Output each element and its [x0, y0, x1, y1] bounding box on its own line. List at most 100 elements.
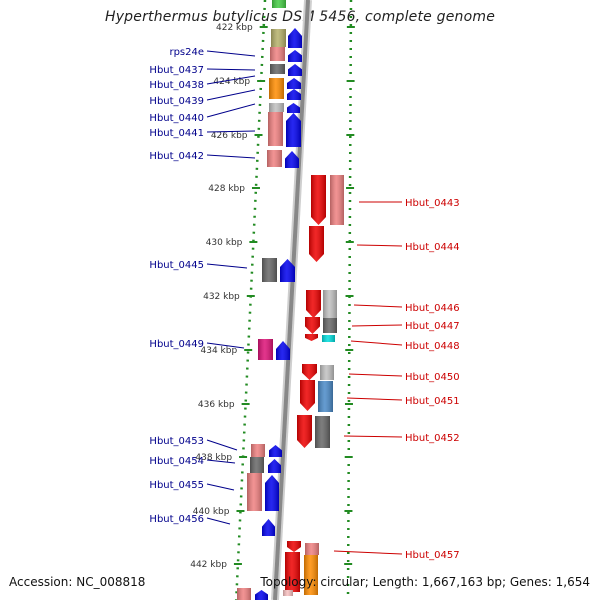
cog-block-shade	[305, 543, 319, 555]
cog-block-shade	[271, 29, 286, 47]
tick-label: 424 kbp	[213, 77, 250, 87]
gene-arrow-up-shade	[287, 78, 301, 89]
gene-label-left: Hbut_0442	[149, 151, 204, 162]
tick-label: 432 kbp	[203, 292, 240, 302]
leader-line-left	[206, 154, 256, 159]
gene-arrow-up-shade	[285, 151, 299, 168]
gene-label-right: Hbut_0452	[405, 433, 460, 444]
gene-label-right: Hbut_0451	[405, 396, 460, 407]
cog-block-shade	[251, 444, 265, 457]
cog-block-shade	[247, 473, 262, 511]
leader-line-right	[350, 340, 403, 346]
leader-line-left	[206, 130, 256, 133]
leader-line-left	[206, 50, 256, 57]
gene-label-right: Hbut_0444	[405, 242, 460, 253]
leader-line-left	[206, 342, 245, 349]
gene-label-right: Hbut_0446	[405, 303, 460, 314]
leader-line-right	[348, 373, 403, 377]
leader-line-right	[353, 304, 403, 308]
gene-label-left: Hbut_0439	[149, 96, 204, 107]
cog-block-shade	[272, 0, 286, 8]
tick-label: 442 kbp	[190, 560, 227, 570]
gene-arrow-up-shade	[286, 113, 301, 147]
map-title: Hyperthermus butylicus DSM 5456, complet…	[104, 9, 496, 25]
cog-block-shade	[269, 103, 284, 112]
accession-text: Accession: NC_008818	[9, 575, 146, 589]
cog-block-shade	[269, 78, 284, 88]
tick-label: 422 kbp	[216, 23, 253, 33]
gene-arrow-down-shade	[300, 380, 315, 411]
gene-arrow-down-shade	[287, 541, 301, 552]
leader-line-right	[346, 397, 403, 401]
cog-block-shade	[283, 590, 293, 596]
leader-line-left	[206, 483, 235, 491]
gene-arrow-up-shade	[276, 341, 290, 360]
gene-label-right: Hbut_0457	[405, 550, 460, 561]
gene-arrow-up-shade	[287, 103, 300, 113]
gene-label-left: Hbut_0445	[149, 260, 204, 271]
cog-block-shade	[258, 339, 273, 360]
gene-arrow-down-shade	[302, 364, 317, 380]
cog-block-shade	[268, 112, 283, 146]
gene-label-left: Hbut_0453	[149, 436, 204, 447]
cog-block-shade	[322, 335, 335, 342]
tick-label: 426 kbp	[211, 131, 248, 141]
leader-line-left	[206, 68, 256, 71]
backbone-line	[271, 0, 312, 600]
gene-arrow-down-shade	[305, 334, 318, 341]
gene-label-left: Hbut_0455	[149, 480, 204, 491]
gene-label-right: Hbut_0443	[405, 198, 460, 209]
gene-arrow-up-shade	[288, 50, 302, 62]
leader-line-left	[206, 517, 231, 525]
leader-line-left	[206, 75, 256, 85]
cog-block-shade	[269, 88, 284, 99]
leader-line-left	[206, 439, 238, 451]
gene-label-left: Hbut_0456	[149, 514, 204, 525]
gene-label-left: Hbut_0440	[149, 113, 204, 124]
gene-arrow-up-shade	[288, 28, 302, 48]
gene-arrow-down-shade	[309, 226, 324, 262]
cog-block-shade	[237, 588, 251, 600]
tick-label: 440 kbp	[193, 507, 230, 517]
gene-label-left: Hbut_0449	[149, 339, 204, 350]
gene-arrow-up-shade	[287, 89, 301, 100]
backbone-core	[273, 0, 310, 600]
gene-arrow-up-shade	[265, 475, 279, 511]
cog-block-shade	[323, 290, 337, 318]
leader-line-left	[206, 89, 256, 101]
label-leader-lines	[206, 50, 403, 555]
cog-block-shade	[304, 555, 318, 595]
cog-block-shade	[315, 416, 330, 448]
gene-arrow-up-shade	[269, 445, 282, 457]
gene-arrow-up-shade	[288, 64, 302, 76]
gene-arrow-down-shade	[297, 415, 312, 448]
gene-label-left: Hbut_0437	[149, 65, 204, 76]
feature-layer	[237, 0, 344, 600]
gene-label-left: Hbut_0454	[149, 456, 204, 467]
tick-label: 434 kbp	[201, 346, 238, 356]
leader-line-right	[343, 435, 403, 438]
cog-block-shade	[330, 175, 344, 225]
leader-line-left	[206, 263, 248, 269]
tick-track-right	[344, 0, 355, 600]
cog-block-shade	[267, 150, 282, 167]
tick-label: 430 kbp	[206, 238, 243, 248]
tick-track-left: 422 kbp 424 kbp 426 kbp 428 kbp 430 kbp 432 k…	[190, 0, 268, 600]
gene-labels: rps24e Hbut_0437 Hbut_0438 Hbut_0439 Hbut_04…	[149, 47, 459, 561]
cog-block-shade	[320, 365, 334, 380]
cog-block-shade	[285, 552, 300, 592]
gene-arrow-up-shade	[262, 519, 275, 536]
tick-label: 436 kbp	[198, 400, 235, 410]
gene-arrow-down-shade	[306, 290, 321, 318]
cog-block-shade	[262, 258, 277, 282]
cog-block-shade	[270, 47, 285, 61]
cog-block-shade	[250, 457, 264, 473]
leader-line-right	[333, 550, 403, 555]
gene-label-right: Hbut_0448	[405, 341, 460, 352]
gene-label-right: Hbut_0450	[405, 372, 460, 383]
summary-text: Topology: circular; Length: 1,667,163 bp…	[260, 575, 590, 589]
cog-block-shade	[318, 381, 333, 412]
gene-label-left: rps24e	[169, 47, 204, 58]
gene-arrow-down-shade	[311, 175, 326, 225]
